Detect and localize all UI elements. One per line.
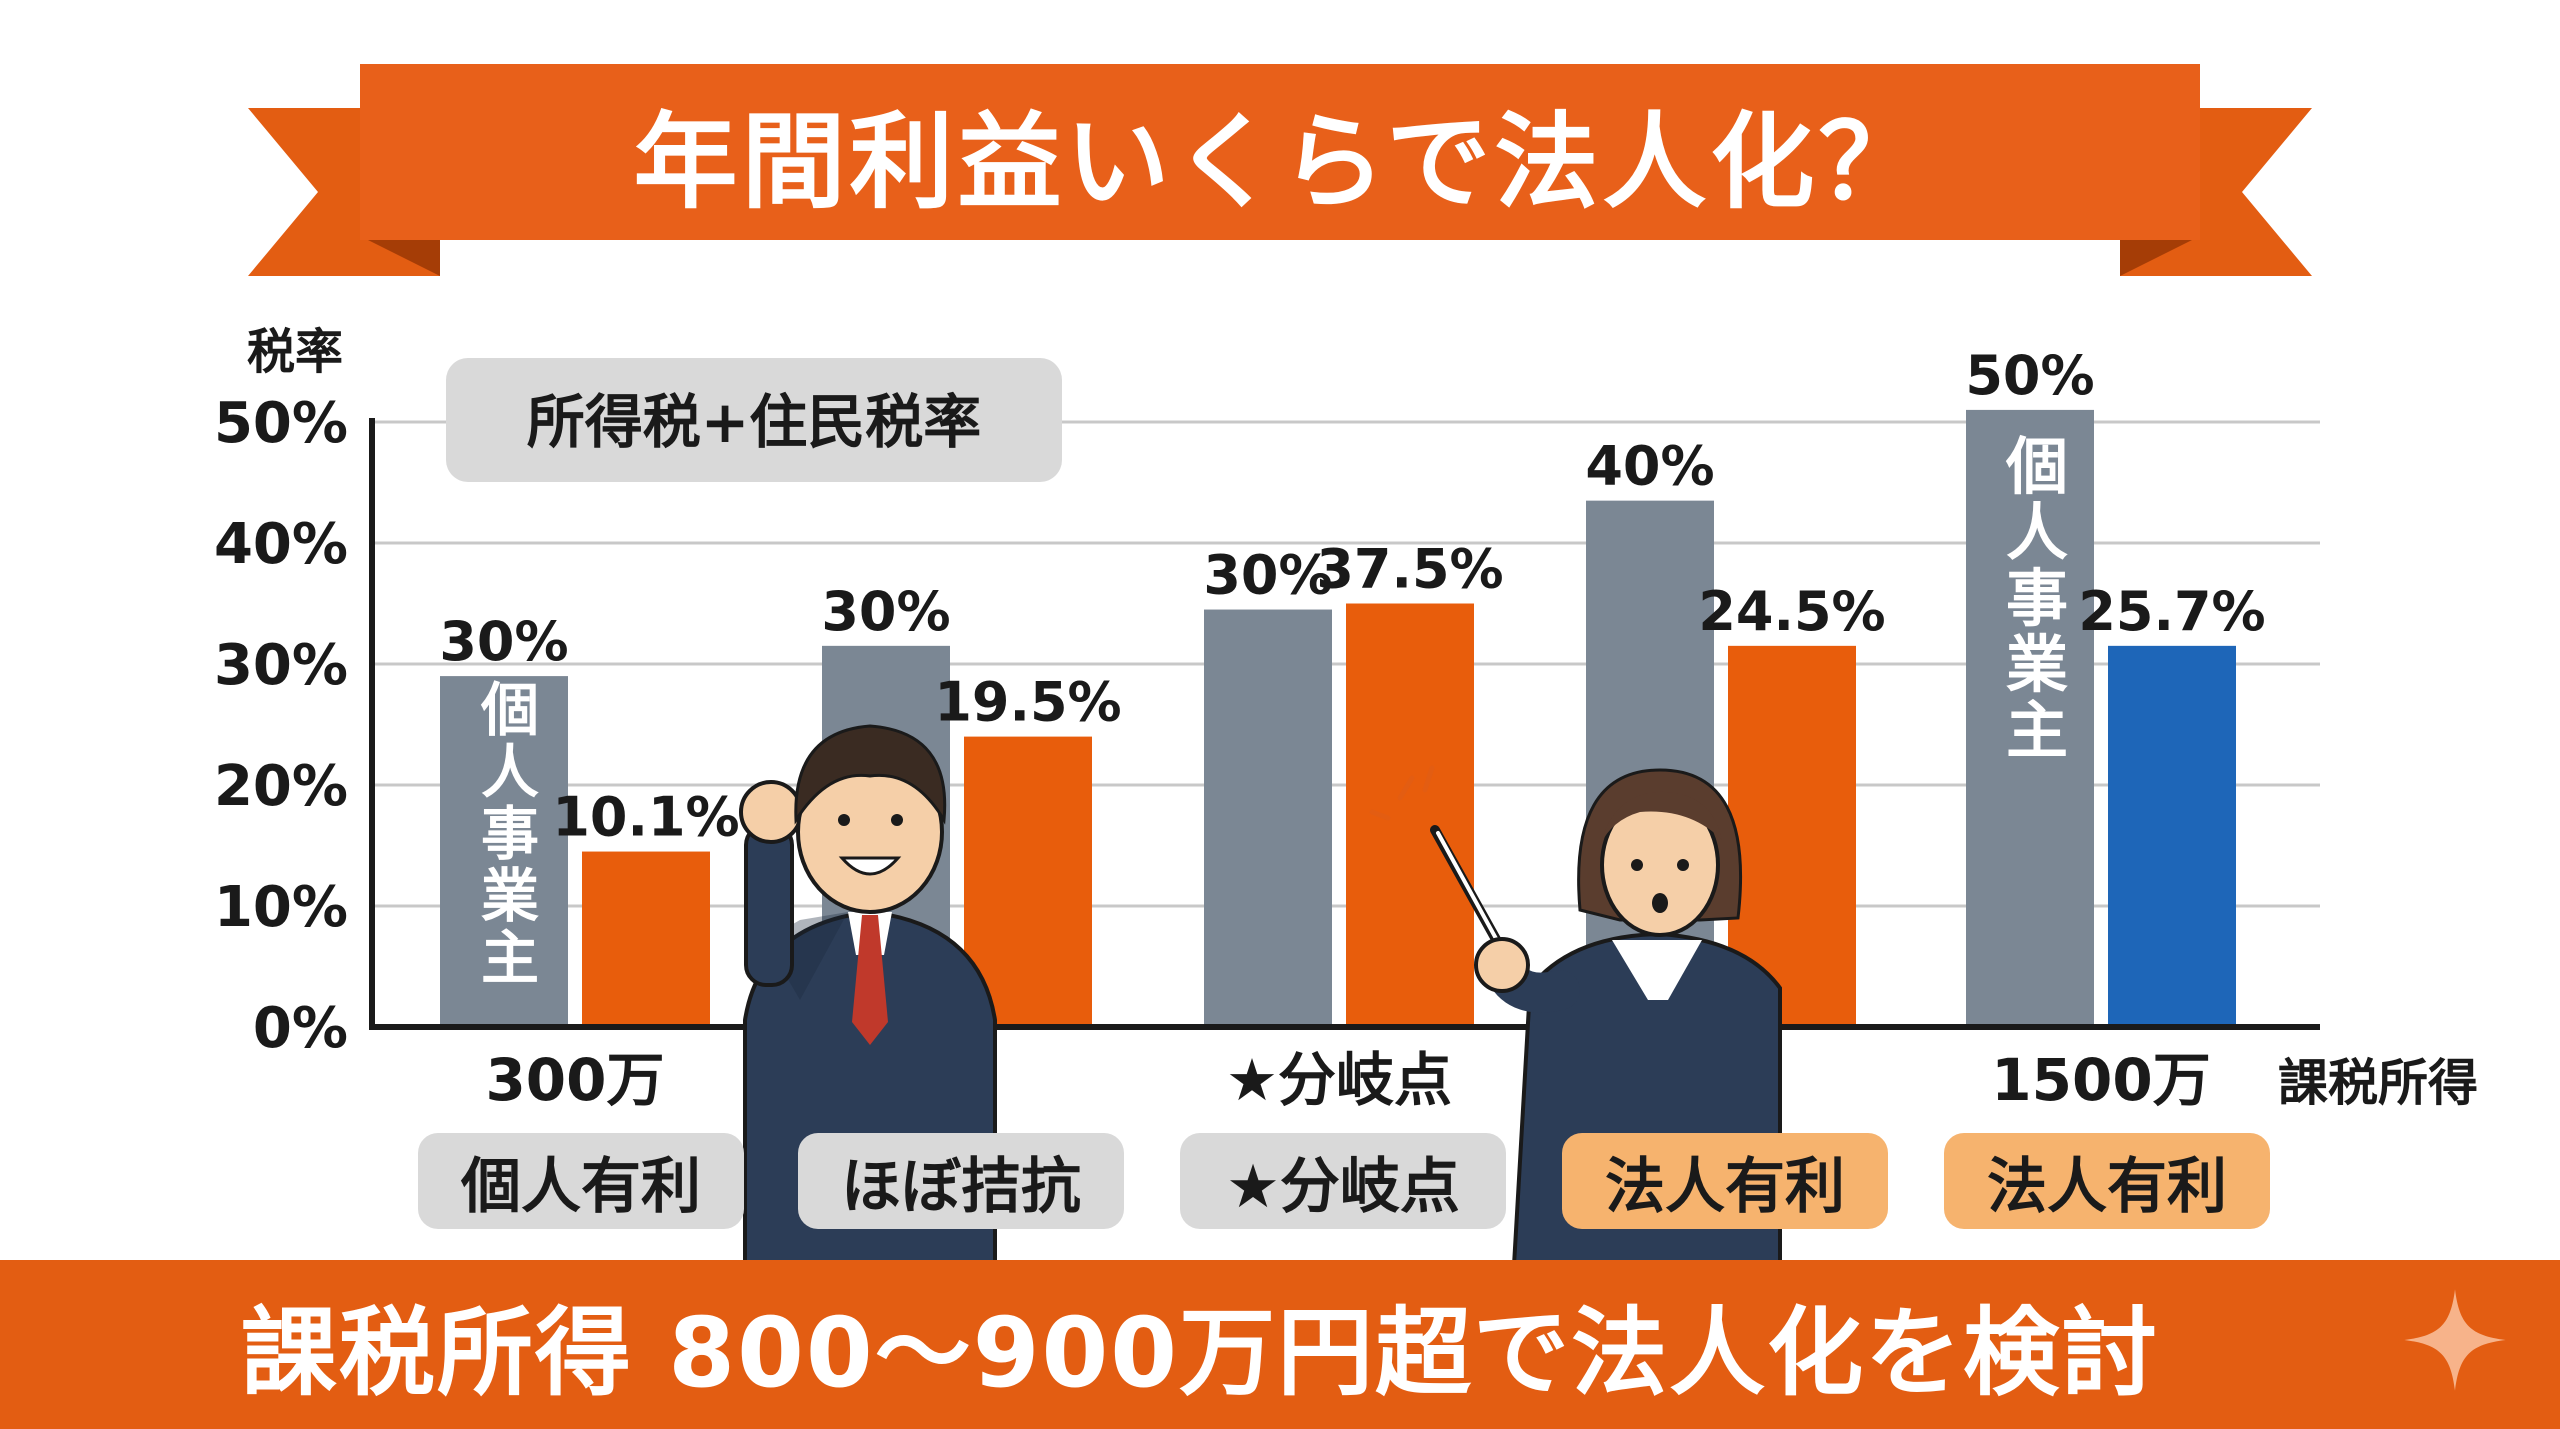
verdict-pill-5: 法人有利 [1944, 1133, 2270, 1229]
y-tick-label: 30% [214, 633, 348, 698]
conclusion-text: 課税所得 800〜900万円超で法人化を検討 [240, 1297, 2160, 1409]
ribbon-shape [248, 64, 2312, 276]
bar-value-label: 24.5% [1698, 580, 1885, 643]
bar-series2-1 [582, 851, 710, 1027]
series-name-char: 人 [481, 738, 539, 806]
title-ribbon: 年間利益いくらで法人化？ [0, 0, 2560, 300]
series-name-char: 事 [2006, 562, 2068, 635]
bar-series2-3 [1346, 603, 1474, 1027]
bar-value-label: 10.1% [552, 786, 739, 849]
legend-box-label: 所得税+住民税率 [527, 388, 982, 456]
bar-value-label: 37.5% [1316, 538, 1503, 601]
bar-series1-1 [440, 676, 568, 1027]
verdict-pill-3: ★分岐点 [1180, 1133, 1506, 1229]
x-tick-label: 1500万 [1991, 1046, 2210, 1114]
verdict-pill-1: 個人有利 [418, 1133, 744, 1229]
series-name-char: 事 [481, 800, 539, 868]
series-name-char: 主 [481, 924, 539, 992]
y-tick-label: 0% [253, 996, 348, 1061]
legend-box [446, 358, 1062, 482]
series-name-vertical-2: 個 人 事 業 主 [2005, 430, 2068, 767]
y-tick-label: 50% [214, 391, 348, 456]
bar-value-label: 30% [1203, 544, 1332, 607]
bar-value-label: 25.7% [2078, 580, 2265, 643]
x-axis-labels: 300万 ★分岐点 1500万 [485, 1046, 2210, 1114]
series-name-vertical-1: 個 人 事 業 主 [480, 676, 539, 992]
bar-series1-5 [1966, 409, 2094, 1027]
bar-series1-3 [1204, 609, 1332, 1027]
series-name-char: 人 [2006, 496, 2068, 569]
bar-value-label: 50% [1965, 344, 2094, 407]
y-tick-label: 40% [214, 512, 348, 577]
bar-value-label: 30% [439, 610, 568, 673]
tax-rate-chart: 0% 10% 20% 30% 40% 50% 税率 所得税+住民税率 30% 30% 30% 4… [214, 324, 2478, 1260]
x-tick-label: 300万 [485, 1046, 664, 1114]
y-axis-label: 税率 [247, 324, 343, 380]
x-tick-label: ★分岐点 [1226, 1046, 1452, 1114]
bottom-banner: 課税所得 800〜900万円超で法人化を検討 [0, 1260, 2560, 1429]
bar-series2-5 [2108, 645, 2236, 1027]
verdict-pill-2: ほぼ拮抗 [798, 1133, 1124, 1229]
bar-value-label: 19.5% [934, 671, 1121, 734]
series-name-char: 個 [480, 676, 539, 744]
sparkle-icon [2404, 1289, 2506, 1391]
x-axis-title: 課税所得 [2278, 1054, 2478, 1112]
series-name-char: 業 [2006, 628, 2068, 701]
bar-value-label: 30% [821, 580, 950, 643]
value-labels: 30% 30% 30% 40% 50% 10.1% 19.5% 37.5% 24.5% 25.7% [439, 344, 2265, 849]
series-name-char: 主 [2006, 694, 2068, 767]
bars [440, 409, 2236, 1027]
bar-value-label: 40% [1585, 435, 1714, 498]
verdict-pill-4: 法人有利 [1562, 1133, 1888, 1229]
page-title: 年間利益いくらで法人化？ [633, 100, 1927, 223]
series-name-char: 業 [481, 862, 539, 930]
y-tick-label: 10% [214, 875, 348, 940]
bar-series2-2 [964, 736, 1092, 1027]
y-tick-label: 20% [214, 754, 348, 819]
y-axis-ticks: 0% 10% 20% 30% 40% 50% [214, 391, 348, 1061]
series-name-char: 個 [2005, 430, 2068, 503]
